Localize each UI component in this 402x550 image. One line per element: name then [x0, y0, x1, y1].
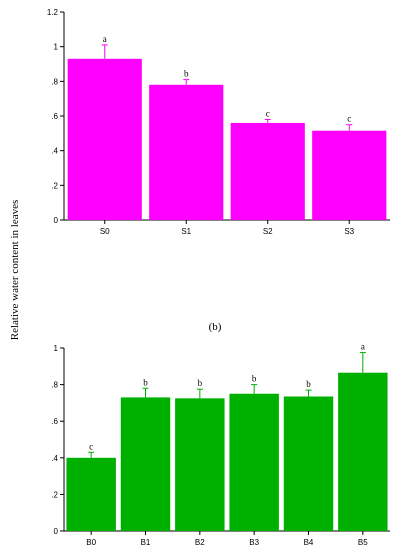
chart0-category-label: S3: [344, 227, 354, 236]
chart1-bar-b1: [120, 397, 171, 531]
chart1-significance-label: c: [89, 441, 93, 451]
chart0-significance-label: b: [184, 69, 189, 79]
chart1-bar-b3: [229, 393, 279, 531]
chart1-category-label: B5: [358, 538, 368, 547]
chart0-bar-s1: [149, 84, 224, 220]
chart0-category-label: S2: [263, 227, 273, 236]
chart1-category-label: B2: [195, 538, 205, 547]
y-axis-label: Relative water content in leaves: [9, 200, 21, 341]
chart1-bar-b4: [283, 396, 334, 531]
chart-top: 0 .2 .4 .6 .8 1 1.2 a S0 b S1 c S2 c S3: [47, 8, 390, 236]
chart0-bar-s0: [67, 58, 142, 220]
chart0-bar-s3: [312, 130, 387, 220]
chart1-ytick-label: .6: [51, 417, 58, 426]
chart1-ytick-label: 0: [54, 527, 59, 536]
chart-bottom: 0 .2 .4 .6 .8 1 c B0 b B1 b B2 b B3 b B4 a B5: [51, 342, 390, 547]
chart0-significance-label: c: [347, 114, 351, 124]
chart0-ytick-label: 0: [54, 216, 59, 225]
chart1-bar-b5: [338, 372, 388, 531]
chart1-bar-b0: [66, 457, 116, 531]
chart1-significance-label: a: [361, 342, 365, 352]
chart1-significance-label: b: [252, 374, 257, 384]
chart1-significance-label: b: [306, 379, 311, 389]
chart1-significance-label: b: [143, 377, 148, 387]
chart0-ytick-label: 1: [54, 43, 59, 52]
chart1-ytick-label: .4: [51, 454, 58, 463]
chart0-category-label: S1: [181, 227, 191, 236]
chart0-ytick-label: .6: [51, 112, 58, 121]
chart0-ytick-label: 1.2: [47, 8, 59, 17]
chart0-category-label: S0: [100, 227, 110, 236]
chart1-category-label: B4: [304, 538, 314, 547]
chart1-category-label: B0: [86, 538, 96, 547]
chart0-ytick-label: .8: [51, 77, 58, 86]
chart1-ytick-label: 1: [54, 344, 59, 353]
chart1-bar-b2: [175, 398, 225, 531]
chart0-ytick-label: .2: [51, 181, 58, 190]
chart1-ytick-label: .2: [51, 490, 58, 499]
chart1-category-label: B3: [249, 538, 259, 547]
chart0-significance-label: c: [266, 108, 270, 118]
chart1-category-label: B1: [141, 538, 151, 547]
panel-label-b: (b): [209, 321, 222, 333]
chart0-significance-label: a: [103, 34, 107, 44]
chart1-ytick-label: .8: [51, 381, 58, 390]
chart0-ytick-label: .4: [51, 147, 58, 156]
chart1-significance-label: b: [198, 378, 203, 388]
chart0-bar-s2: [230, 122, 305, 220]
